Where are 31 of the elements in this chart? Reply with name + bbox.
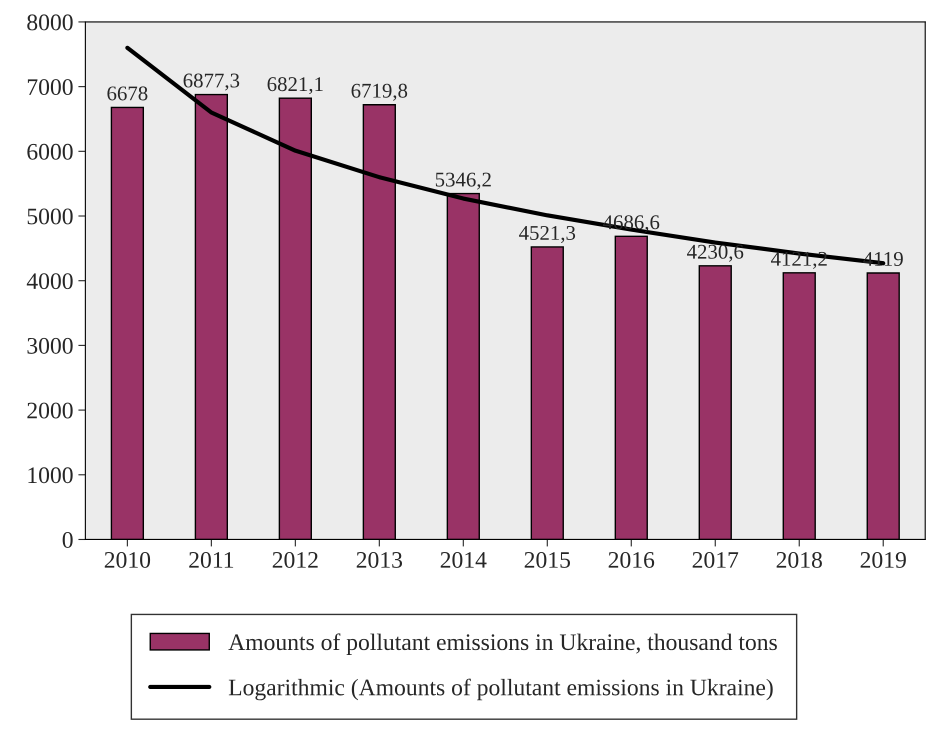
x-tick-label: 2011 bbox=[189, 552, 234, 568]
data-label: 6678 bbox=[107, 86, 148, 100]
y-tick-label: 1000 bbox=[28, 467, 73, 484]
y-tick-label: 5000 bbox=[28, 208, 73, 224]
x-tick-label: 2017 bbox=[692, 552, 738, 568]
y-tick-label: 0 bbox=[62, 532, 73, 548]
data-label: 6821,1 bbox=[268, 77, 323, 94]
x-tick-label: 2012 bbox=[272, 552, 318, 568]
x-tick-label: 2013 bbox=[356, 552, 402, 568]
y-tick-label: 6000 bbox=[27, 144, 73, 160]
legend-label: Logarithmic (Amounts of pollutant emissions in Ukraine) bbox=[228, 678, 773, 700]
x-tick-label: 2010 bbox=[104, 552, 150, 568]
data-label: 5346,2 bbox=[436, 172, 491, 190]
legend-label: Amounts of pollutant emissions in Ukraine, thousand tons bbox=[228, 633, 777, 655]
x-tick-label: 2016 bbox=[608, 552, 654, 568]
x-tick-label: 2014 bbox=[440, 552, 487, 568]
data-label: 4119 bbox=[863, 252, 903, 266]
data-label: 4121,2 bbox=[771, 252, 827, 269]
y-tick-label: 8000 bbox=[27, 14, 73, 30]
data-label: 6877,3 bbox=[184, 73, 240, 91]
data-label: 4521,3 bbox=[519, 226, 576, 243]
x-tick-label: 2015 bbox=[524, 552, 570, 568]
y-tick-label: 2000 bbox=[27, 402, 73, 419]
y-tick-label: 4000 bbox=[26, 273, 73, 290]
data-label: 4230,6 bbox=[687, 244, 744, 262]
y-tick-label: 3000 bbox=[27, 338, 73, 354]
x-tick-label: 2019 bbox=[860, 552, 906, 568]
data-label: 4686,6 bbox=[603, 215, 660, 232]
data-label: 6719,8 bbox=[352, 84, 408, 101]
x-tick-label: 2018 bbox=[776, 552, 822, 568]
y-tick-label: 7000 bbox=[28, 79, 73, 96]
